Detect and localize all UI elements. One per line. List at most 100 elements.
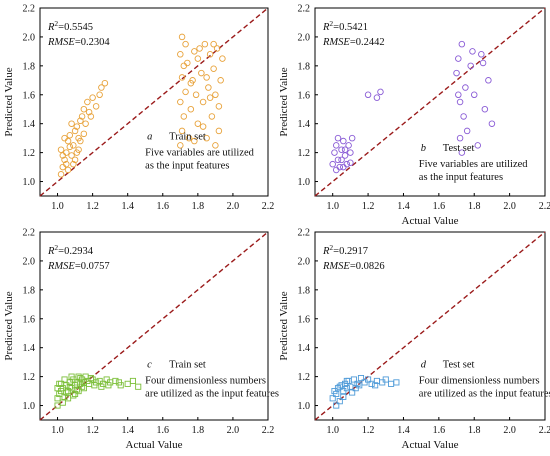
note-line: Four dimensionless numbers xyxy=(419,375,540,386)
data-point xyxy=(219,55,226,62)
data-point xyxy=(485,77,492,84)
y-tick-label: 1.0 xyxy=(298,401,311,412)
data-point xyxy=(456,98,464,106)
y-tick-label: 1.8 xyxy=(23,61,36,72)
x-tick-label: 1.4 xyxy=(121,201,134,212)
data-point xyxy=(115,379,122,386)
y-tick-label: 2.0 xyxy=(298,256,311,267)
x-tick-label: 1.2 xyxy=(86,201,99,212)
plot-frame xyxy=(314,231,546,421)
data-point xyxy=(212,142,219,149)
data-point xyxy=(336,398,343,405)
data-point xyxy=(203,134,210,142)
y-tick-label: 1.8 xyxy=(298,61,311,72)
data-point xyxy=(71,156,79,164)
data-point xyxy=(178,74,186,81)
data-point xyxy=(82,120,89,127)
data-point xyxy=(85,108,93,116)
data-point xyxy=(340,137,347,145)
data-point xyxy=(215,103,223,110)
data-point xyxy=(101,79,109,87)
y-tick-label: 2.2 xyxy=(23,228,36,239)
data-point xyxy=(91,382,98,389)
data-point xyxy=(343,377,350,385)
data-point xyxy=(177,142,184,149)
panel-letter: a xyxy=(147,132,152,143)
data-point xyxy=(56,380,63,387)
x-tick-label: 1.0 xyxy=(51,425,64,436)
data-point xyxy=(347,149,354,156)
data-point xyxy=(349,389,356,396)
data-point xyxy=(70,392,77,399)
data-point xyxy=(192,91,200,99)
panel-c: 1.0 1.2 1.4 1.6 1.8 2.0 2.2 1.0 1.2 1.4 1.6 1.8 2.0 2… xyxy=(3,228,279,452)
data-point xyxy=(77,117,84,125)
data-point xyxy=(177,98,184,106)
data-point xyxy=(180,62,188,70)
y-tick-label: 1.8 xyxy=(23,285,36,296)
data-point xyxy=(217,77,224,84)
y-tick-label: 1.8 xyxy=(298,285,311,296)
r2-annotation: R2=0.5545 xyxy=(47,19,93,33)
data-point xyxy=(393,379,400,386)
y-tick-label: 2.0 xyxy=(298,32,311,43)
data-point xyxy=(469,48,476,55)
data-point xyxy=(210,40,217,48)
data-point xyxy=(201,40,209,48)
data-point xyxy=(73,123,81,130)
set-label: Test set xyxy=(443,143,475,154)
data-point xyxy=(470,91,478,99)
y-tick-label: 1.0 xyxy=(23,401,36,412)
data-point xyxy=(61,393,68,400)
data-point xyxy=(135,383,142,390)
data-point xyxy=(185,134,193,142)
data-point xyxy=(61,134,68,142)
data-point xyxy=(199,123,207,130)
data-point xyxy=(460,113,467,120)
data-point xyxy=(178,127,186,135)
data-point xyxy=(84,98,91,106)
y-axis-label: Predicted Value xyxy=(3,67,15,136)
data-point xyxy=(479,59,487,67)
data-point xyxy=(77,375,84,382)
x-tick-label: 1.8 xyxy=(192,201,205,212)
data-point xyxy=(212,91,219,99)
x-tick-label: 1.8 xyxy=(468,425,481,436)
y-tick-label: 1.2 xyxy=(298,372,311,383)
x-tick-label: 2.2 xyxy=(539,425,550,436)
data-point xyxy=(57,146,65,153)
x-tick-label: 1.6 xyxy=(433,201,446,212)
data-point xyxy=(213,45,221,52)
data-point xyxy=(333,390,340,398)
data-point xyxy=(180,113,188,120)
y-tick-label: 1.2 xyxy=(298,148,311,159)
data-point xyxy=(331,149,338,156)
note-line: Four dimensionless numbers xyxy=(145,375,266,386)
x-tick-label: 1.8 xyxy=(468,201,481,212)
data-point xyxy=(373,94,381,101)
data-point xyxy=(329,160,336,168)
note-line: are utilized as the input features xyxy=(419,388,550,399)
data-point xyxy=(348,134,356,142)
reference-line-y-equals-x xyxy=(314,7,546,197)
y-tick-label: 2.2 xyxy=(23,4,36,15)
reference-line-y-equals-x xyxy=(39,7,269,197)
data-point xyxy=(63,160,70,168)
data-point xyxy=(92,103,100,110)
y-tick-label: 1.4 xyxy=(23,343,36,354)
data-point xyxy=(66,383,73,390)
x-tick-label: 1.4 xyxy=(397,425,410,436)
data-point xyxy=(458,40,466,48)
x-tick-label: 1.2 xyxy=(86,425,99,436)
data-point xyxy=(474,142,482,149)
data-point xyxy=(215,127,223,135)
data-point xyxy=(68,152,75,159)
data-point xyxy=(87,375,94,382)
data-point xyxy=(87,113,95,120)
x-tick-label: 2.0 xyxy=(227,201,240,212)
y-tick-label: 2.0 xyxy=(23,256,36,267)
data-point xyxy=(481,105,489,113)
data-point xyxy=(356,382,363,389)
x-tick-label: 1.0 xyxy=(51,201,64,212)
x-tick-label: 1.0 xyxy=(326,425,339,436)
